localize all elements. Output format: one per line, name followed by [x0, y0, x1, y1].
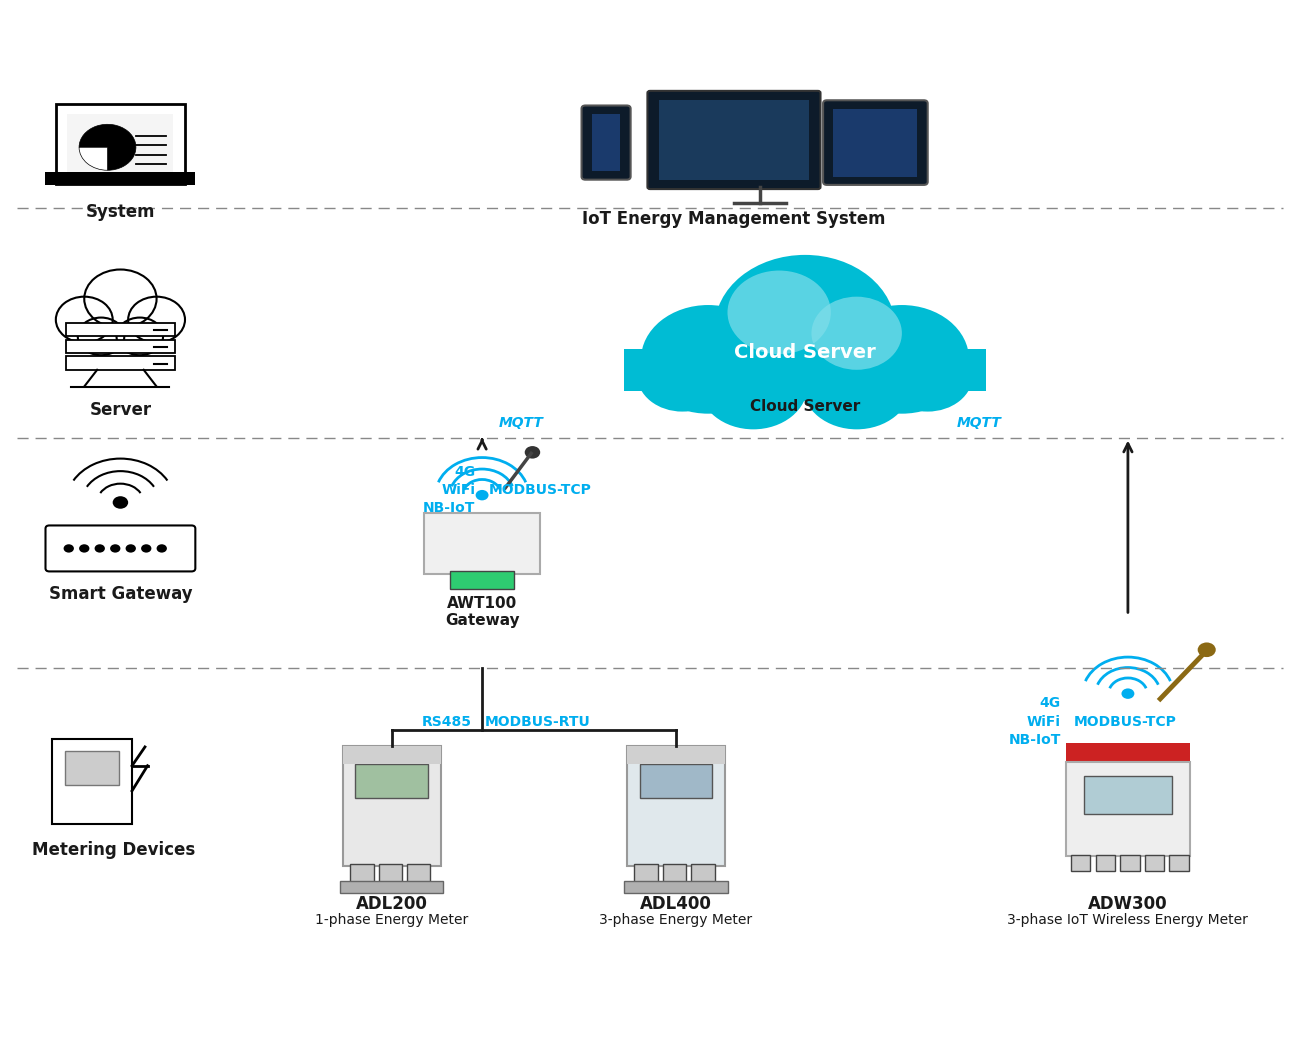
- FancyBboxPatch shape: [46, 173, 195, 185]
- FancyBboxPatch shape: [65, 751, 120, 784]
- Circle shape: [95, 544, 105, 553]
- FancyBboxPatch shape: [341, 880, 443, 893]
- Wedge shape: [79, 147, 108, 171]
- FancyBboxPatch shape: [1071, 855, 1091, 871]
- FancyBboxPatch shape: [56, 104, 185, 184]
- FancyBboxPatch shape: [424, 513, 541, 574]
- FancyBboxPatch shape: [624, 880, 728, 893]
- Circle shape: [476, 490, 489, 500]
- FancyBboxPatch shape: [378, 863, 402, 882]
- Text: Metering Devices: Metering Devices: [32, 841, 195, 859]
- Text: ADW300: ADW300: [1088, 895, 1167, 913]
- Circle shape: [728, 271, 831, 354]
- Text: Gateway: Gateway: [445, 613, 520, 629]
- Circle shape: [64, 544, 74, 553]
- FancyBboxPatch shape: [627, 746, 725, 866]
- FancyBboxPatch shape: [833, 108, 918, 177]
- FancyBboxPatch shape: [1145, 855, 1164, 871]
- Text: 3-phase IoT Wireless Energy Meter: 3-phase IoT Wireless Energy Meter: [1008, 913, 1248, 927]
- Circle shape: [111, 544, 121, 553]
- Text: 1-phase Energy Meter: 1-phase Energy Meter: [315, 913, 468, 927]
- FancyBboxPatch shape: [823, 100, 928, 185]
- FancyBboxPatch shape: [1169, 855, 1188, 871]
- FancyBboxPatch shape: [659, 100, 809, 180]
- FancyBboxPatch shape: [343, 746, 441, 866]
- FancyBboxPatch shape: [1066, 761, 1190, 856]
- FancyBboxPatch shape: [1084, 776, 1171, 814]
- Circle shape: [641, 305, 775, 414]
- Text: MODBUS-RTU: MODBUS-RTU: [485, 715, 590, 729]
- Circle shape: [699, 341, 807, 430]
- FancyBboxPatch shape: [66, 339, 174, 353]
- Circle shape: [126, 544, 136, 553]
- Circle shape: [1122, 689, 1135, 699]
- FancyBboxPatch shape: [634, 863, 658, 882]
- Text: 4G
WiFi
NB-IoT: 4G WiFi NB-IoT: [1009, 696, 1061, 748]
- Text: MODBUS-TCP: MODBUS-TCP: [1074, 715, 1176, 729]
- Circle shape: [715, 255, 896, 401]
- FancyBboxPatch shape: [355, 763, 428, 798]
- Circle shape: [802, 341, 911, 430]
- FancyBboxPatch shape: [1121, 855, 1140, 871]
- Text: MQTT: MQTT: [498, 416, 543, 431]
- FancyBboxPatch shape: [640, 763, 712, 798]
- FancyBboxPatch shape: [627, 746, 725, 763]
- FancyBboxPatch shape: [663, 863, 686, 882]
- Text: Cloud Server: Cloud Server: [734, 342, 876, 361]
- Text: IoT Energy Management System: IoT Energy Management System: [582, 210, 885, 227]
- Text: MODBUS-TCP: MODBUS-TCP: [489, 483, 592, 497]
- Text: MQTT: MQTT: [957, 416, 1002, 431]
- Text: ADL200: ADL200: [356, 895, 428, 913]
- Text: RS485: RS485: [421, 715, 472, 729]
- Circle shape: [525, 446, 541, 459]
- Circle shape: [156, 544, 166, 553]
- Wedge shape: [79, 124, 136, 171]
- FancyBboxPatch shape: [46, 525, 195, 572]
- FancyBboxPatch shape: [647, 91, 820, 190]
- FancyBboxPatch shape: [350, 863, 373, 882]
- FancyBboxPatch shape: [624, 349, 985, 391]
- FancyBboxPatch shape: [52, 738, 133, 824]
- Circle shape: [883, 338, 972, 412]
- Text: AWT100: AWT100: [447, 596, 517, 612]
- Text: 3-phase Energy Meter: 3-phase Energy Meter: [599, 913, 753, 927]
- FancyBboxPatch shape: [1096, 855, 1115, 871]
- FancyBboxPatch shape: [66, 323, 174, 336]
- Text: 4G
WiFi
NB-IoT: 4G WiFi NB-IoT: [424, 464, 476, 515]
- Text: Cloud Server: Cloud Server: [750, 399, 861, 414]
- Circle shape: [1197, 642, 1216, 657]
- Circle shape: [113, 496, 129, 509]
- FancyBboxPatch shape: [581, 105, 630, 180]
- Circle shape: [79, 544, 90, 553]
- FancyBboxPatch shape: [66, 356, 174, 370]
- Text: ADL400: ADL400: [640, 895, 712, 913]
- Text: Server: Server: [90, 401, 152, 419]
- FancyBboxPatch shape: [450, 572, 515, 590]
- Text: System: System: [86, 202, 155, 221]
- FancyBboxPatch shape: [68, 114, 173, 175]
- Text: Smart Gateway: Smart Gateway: [48, 585, 192, 603]
- Circle shape: [637, 338, 728, 412]
- FancyBboxPatch shape: [407, 863, 430, 882]
- FancyBboxPatch shape: [343, 746, 441, 763]
- FancyBboxPatch shape: [692, 863, 715, 882]
- FancyBboxPatch shape: [592, 114, 620, 172]
- FancyBboxPatch shape: [1066, 742, 1190, 763]
- Circle shape: [142, 544, 151, 553]
- Circle shape: [811, 297, 902, 370]
- Circle shape: [835, 305, 968, 414]
